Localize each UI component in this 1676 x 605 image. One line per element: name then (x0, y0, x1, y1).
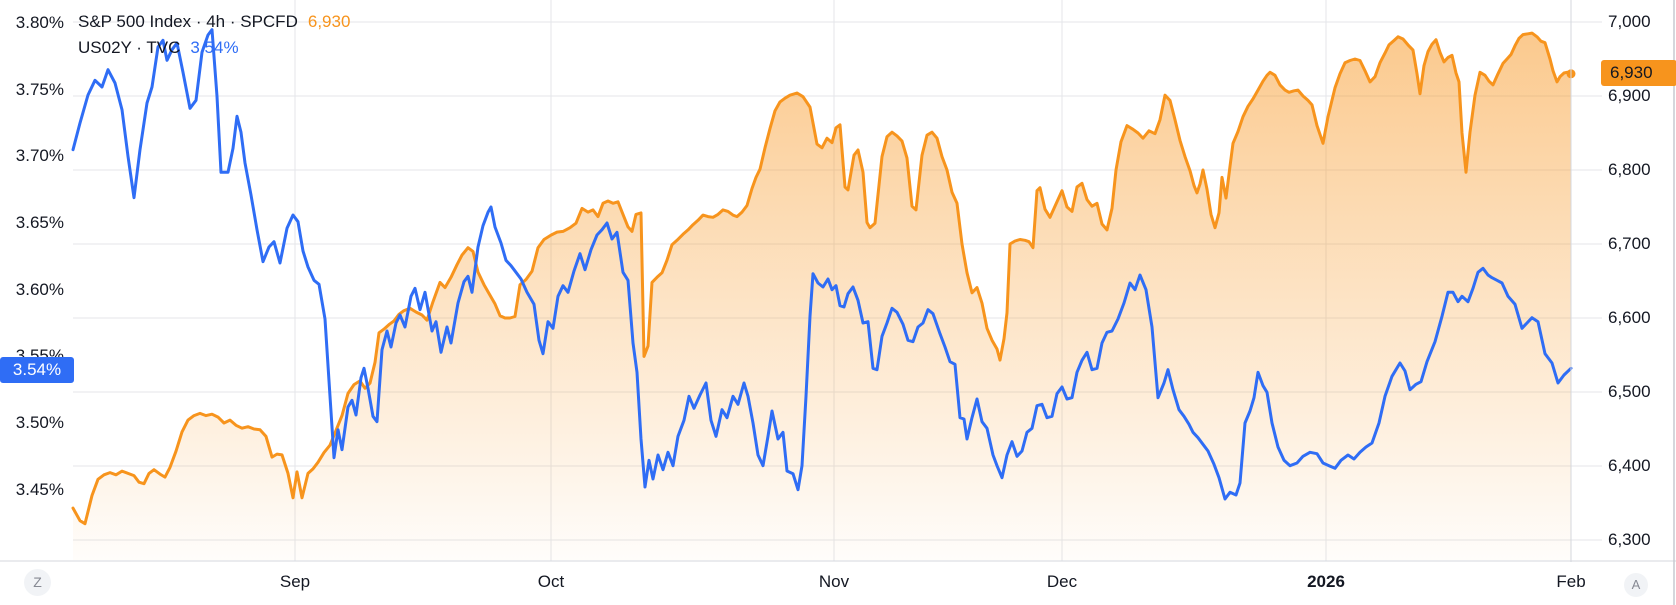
timezone-button[interactable]: Z (24, 569, 51, 596)
left-axis-tick-label[interactable]: 3.65% (15, 213, 64, 232)
legend-row-us02y[interactable]: US02Y · TVC 3.54% (78, 35, 350, 61)
left-axis-tick-label[interactable]: 3.60% (15, 279, 64, 299)
right-axis-tick-label[interactable]: 6,800 (1608, 159, 1651, 179)
legend-sp500-title: S&P 500 Index · 4h · SPCFD (78, 12, 298, 31)
left-axis-tick-label[interactable]: 3.50% (15, 413, 64, 432)
legend-row-sp500[interactable]: S&P 500 Index · 4h · SPCFD 6,930 (78, 9, 350, 35)
time-axis-label-Dec[interactable]: Dec (1046, 572, 1078, 591)
us02y-line-series (71, 28, 1573, 501)
right-axis-tick-label[interactable]: 6,900 (1608, 85, 1651, 105)
legend-sp500-value: 6,930 (307, 12, 351, 31)
sp500-last-price-badge: 6,930 (1601, 59, 1676, 86)
sp500-area-fill (73, 33, 1571, 561)
right-axis-tick-label[interactable]: 6,400 (1608, 455, 1651, 475)
auto-scale-button[interactable]: A (1624, 573, 1648, 597)
time-axis-label-2026[interactable]: 2026 (1307, 572, 1345, 591)
right-axis-tick-label[interactable]: 6,500 (1608, 381, 1651, 401)
right-axis-tick-label[interactable]: 6,300 (1608, 529, 1651, 549)
right-axis-tick-label[interactable]: 6,600 (1608, 307, 1651, 327)
left-axis-tick-label[interactable]: 3.75% (15, 79, 64, 99)
right-axis-tick-label[interactable]: 6,700 (1608, 233, 1651, 253)
us02y-last-price-badge: 3.54% (0, 356, 74, 383)
time-axis-label-Oct[interactable]: Oct (537, 572, 565, 591)
right-axis-tick-label[interactable]: 7,000 (1608, 11, 1651, 31)
time-axis-label-Feb[interactable]: Feb (1556, 572, 1586, 591)
time-axis-label-Sep[interactable]: Sep (279, 572, 311, 591)
left-axis-tick-label[interactable]: 3.45% (15, 479, 64, 499)
legend-us02y-title: US02Y · TVC (78, 38, 181, 57)
time-axis-label-Nov[interactable]: Nov (818, 572, 850, 591)
legend-us02y-value: 3.54% (190, 38, 239, 57)
chart-legend: S&P 500 Index · 4h · SPCFD 6,930 US02Y · … (78, 9, 350, 61)
left-axis-tick-label[interactable]: 3.70% (15, 146, 64, 166)
left-axis-tick-label[interactable]: 3.80% (15, 13, 64, 32)
